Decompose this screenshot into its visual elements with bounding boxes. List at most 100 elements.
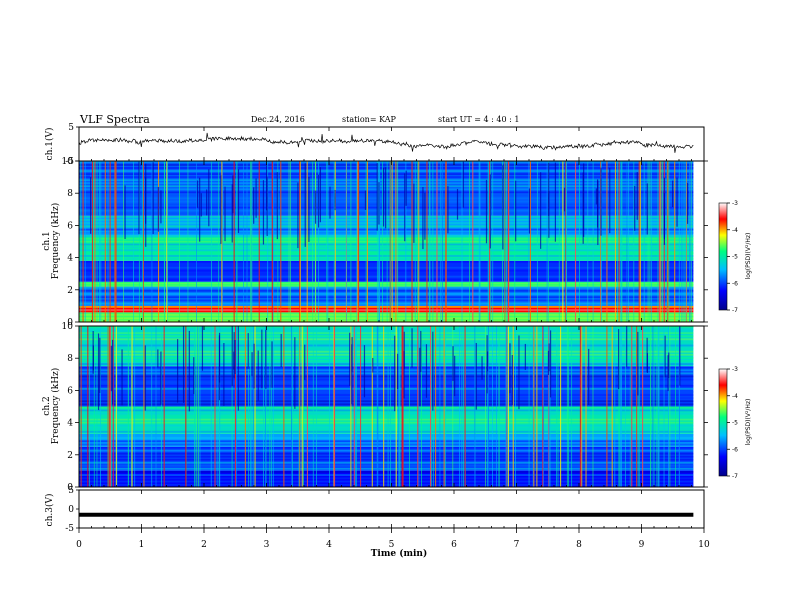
spectrogram-texture — [79, 252, 694, 254]
colorbar-tick-label: -6 — [732, 280, 738, 287]
spectrogram-texture — [79, 269, 694, 272]
ch3-ytick-label: -5 — [65, 524, 74, 534]
spectrogram-texture — [79, 415, 694, 418]
start-time-label: start UT = 4 : 40 : 1 — [438, 115, 519, 124]
ch2-spec-channel-label: ch.2 — [42, 396, 52, 415]
spectrogram-texture — [79, 440, 694, 443]
xtick-label: 6 — [451, 540, 457, 550]
spectrogram-texture — [79, 263, 694, 266]
ch3-ytick-label: 5 — [68, 486, 74, 496]
spec-ytick-label: 10 — [62, 322, 74, 332]
spectrogram-texture — [79, 299, 694, 302]
spectrogram-texture — [79, 347, 694, 350]
spectrogram-texture — [79, 477, 694, 480]
spectrogram-texture — [79, 246, 694, 249]
spectrogram-texture — [79, 164, 694, 166]
xtick-label: 5 — [389, 540, 395, 550]
spectrogram-texture — [79, 315, 694, 318]
spectrogram-texture — [79, 474, 694, 477]
spec-ytick-label: 4 — [67, 254, 73, 264]
ch3-waveform-panel: 50 -5 ch.3(V) — [44, 486, 705, 534]
ch1-ylabel: ch.1(V) — [44, 128, 55, 161]
spec-ytick-label: 8 — [67, 189, 73, 199]
ch1-ytick-label: -5 — [65, 157, 74, 167]
spectrogram-texture — [79, 391, 694, 393]
ch1-waveform-panel: 5 -5 ch.1(V) — [44, 123, 705, 167]
spectrogram-texture — [79, 278, 694, 281]
colorbar-tick-label: -4 — [732, 393, 738, 400]
spectrogram-texture — [79, 467, 694, 470]
spectrogram-texture — [79, 338, 694, 341]
spectrogram-texture — [79, 480, 694, 483]
colorbar-2-ticks: -3 -4 -5 -6 -7 — [727, 366, 738, 480]
spectrogram-texture — [79, 281, 694, 284]
spectrogram-texture — [79, 369, 694, 372]
spectrogram-texture — [79, 424, 694, 427]
colorbar-tick-label: -3 — [732, 366, 738, 373]
spectrogram-texture — [79, 296, 694, 299]
ch3-ylabel: ch.3(V) — [44, 494, 55, 527]
spectrogram-texture — [79, 341, 694, 344]
spectrogram-texture — [79, 400, 694, 403]
spectrogram-texture — [79, 329, 694, 331]
spectrogram-texture — [79, 458, 694, 461]
colorbar-1-scale — [718, 202, 728, 311]
station-label: station= KAP — [342, 115, 397, 124]
spectrogram-texture — [79, 430, 694, 433]
xtick-label: 7 — [514, 540, 520, 550]
ch2-spec-y-ticks: 0 2 4 6 8 10 — [62, 322, 708, 493]
spec-ytick-label: 4 — [67, 419, 73, 429]
xtick-label: 0 — [76, 540, 82, 550]
spectrogram-texture — [79, 255, 694, 257]
date-label: Dec.24, 2016 — [251, 115, 305, 124]
colorbar-2-scale — [718, 368, 728, 477]
spectrogram-texture — [79, 406, 694, 409]
colorbar-tick-label: -7 — [732, 307, 738, 314]
spectrogram-texture — [79, 455, 694, 458]
colorbar-tick-label: -6 — [732, 446, 738, 453]
spectrogram-texture — [79, 305, 694, 308]
spectrogram-texture — [79, 483, 694, 486]
ch2-spectrogram — [79, 326, 694, 487]
spec-ytick-label: 6 — [67, 221, 73, 231]
spectrogram-texture — [79, 412, 694, 415]
spectrogram-texture — [79, 231, 694, 234]
spectrogram-texture — [79, 394, 694, 396]
spectrogram-texture — [79, 293, 694, 295]
ch1-spectrogram-panel: 0 2 4 6 8 10 ch.1 Frequency (kHz) — [42, 157, 708, 328]
spec-ytick-label: 10 — [62, 157, 74, 167]
spectrogram-texture — [79, 228, 694, 231]
spectrogram-texture — [79, 335, 694, 338]
spectrogram-texture — [79, 470, 694, 473]
spectrogram-texture — [79, 384, 694, 387]
spectrogram-texture — [79, 437, 694, 440]
colorbar-tick-label: -4 — [732, 227, 738, 234]
spectrogram-texture — [79, 161, 694, 163]
spec-ytick-label: 0 — [67, 483, 73, 493]
spectrogram-texture — [79, 421, 694, 424]
colorbar-2: -3 -4 -5 -6 -7 log(PSD)(V²/Hz) — [718, 366, 752, 480]
spectrogram-texture — [79, 443, 694, 446]
spectrogram-texture — [79, 240, 694, 243]
spectrogram-texture — [79, 387, 694, 390]
xtick-label: 4 — [326, 540, 332, 550]
spectrogram-texture — [79, 464, 694, 467]
spectrogram-texture — [79, 275, 694, 278]
ch1-spec-y-ticks: 0 2 4 6 8 10 — [62, 157, 708, 328]
spectrogram-texture — [79, 446, 694, 449]
ch1-trace — [78, 132, 694, 153]
spectrogram-texture — [79, 403, 694, 406]
spec-ytick-label: 2 — [67, 286, 73, 296]
spectrogram-texture — [79, 461, 694, 464]
colorbar-tick-label: -3 — [732, 200, 738, 207]
spectrogram-texture — [79, 378, 694, 381]
colorbar-tick-label: -7 — [732, 473, 738, 480]
spectrogram-texture — [79, 318, 694, 321]
spectrogram-texture — [79, 433, 694, 436]
figure-title: VLF Spectra — [79, 113, 150, 126]
time-axis: 0 1 2 3 4 5 6 7 8 9 10 — [76, 127, 710, 550]
ch1-spec-channel-label: ch.1 — [42, 231, 52, 250]
colorbar-1-ticks: -3 -4 -5 -6 -7 — [727, 200, 738, 314]
spectrogram-texture — [79, 302, 694, 305]
